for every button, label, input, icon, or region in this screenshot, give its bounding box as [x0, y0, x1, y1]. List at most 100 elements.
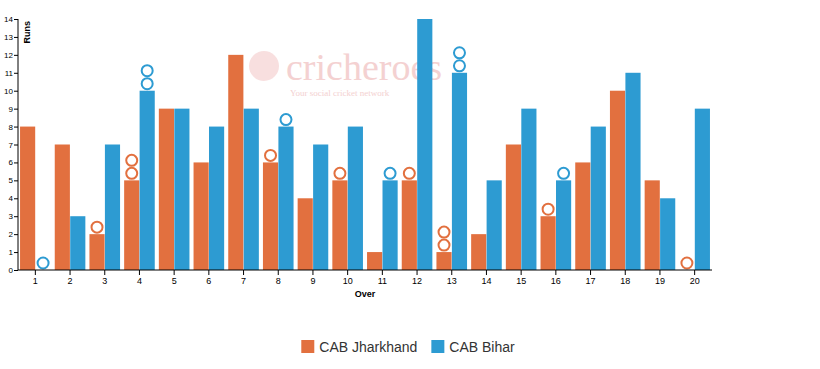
wicket-marker[interactable]	[439, 227, 450, 238]
x-tick-mark	[417, 270, 418, 275]
bar[interactable]	[124, 180, 139, 270]
wicket-marker[interactable]	[280, 114, 291, 125]
bar[interactable]	[209, 127, 224, 270]
bar[interactable]	[471, 234, 486, 270]
bar[interactable]	[521, 109, 536, 270]
bar[interactable]	[452, 73, 467, 270]
wicket-marker[interactable]	[543, 204, 554, 215]
x-tick-label: 4	[137, 276, 142, 286]
x-tick: 3	[102, 270, 107, 286]
bar[interactable]	[695, 109, 710, 270]
bar[interactable]	[417, 19, 432, 270]
y-tick: 4	[9, 194, 18, 203]
bar[interactable]	[645, 180, 660, 270]
bar[interactable]	[625, 73, 640, 270]
wicket-marker[interactable]	[385, 168, 396, 179]
bar[interactable]	[140, 91, 155, 270]
x-tick: 19	[655, 270, 665, 286]
bar[interactable]	[436, 252, 451, 270]
x-tick-label: 19	[655, 276, 665, 286]
bar[interactable]	[506, 145, 521, 271]
x-tick-mark	[521, 270, 522, 275]
wicket-marker[interactable]	[558, 168, 569, 179]
x-tick: 5	[172, 270, 177, 286]
x-tick-mark	[659, 270, 660, 275]
x-axis: 1234567891011121314151617181920	[18, 270, 712, 286]
y-tick-mark	[14, 37, 18, 38]
bar[interactable]	[55, 145, 70, 271]
x-tick: 17	[586, 270, 596, 286]
x-tick-mark	[625, 270, 626, 275]
bar[interactable]	[244, 109, 259, 270]
bar[interactable]	[591, 127, 606, 270]
bar[interactable]	[575, 162, 590, 270]
x-tick-mark	[278, 270, 279, 275]
bar[interactable]	[20, 127, 35, 270]
legend-item[interactable]: CAB Jharkhand	[301, 339, 417, 355]
wicket-marker[interactable]	[454, 47, 465, 58]
x-tick-mark	[347, 270, 348, 275]
x-tick-mark	[694, 270, 695, 275]
bar[interactable]	[610, 91, 625, 270]
bar[interactable]	[660, 198, 675, 270]
bar[interactable]	[383, 180, 398, 270]
bar[interactable]	[487, 180, 502, 270]
bar[interactable]	[105, 145, 120, 271]
bar[interactable]	[332, 180, 347, 270]
y-tick-label: 14	[4, 15, 13, 24]
x-tick-mark	[382, 270, 383, 275]
x-tick-label: 17	[586, 276, 596, 286]
wicket-marker[interactable]	[142, 78, 153, 89]
y-tick-mark	[14, 109, 18, 110]
bar[interactable]	[263, 162, 278, 270]
wicket-marker[interactable]	[38, 258, 49, 269]
y-tick-label: 9	[9, 105, 14, 114]
x-tick-label: 12	[412, 276, 422, 286]
x-tick: 8	[276, 270, 281, 286]
bar[interactable]	[348, 127, 363, 270]
wicket-marker[interactable]	[454, 60, 465, 71]
legend-item[interactable]: CAB Bihar	[431, 339, 515, 355]
x-tick: 4	[137, 270, 142, 286]
y-tick-mark	[14, 198, 18, 199]
bar[interactable]	[541, 216, 556, 270]
y-tick: 3	[9, 212, 18, 221]
x-tick-label: 10	[343, 276, 353, 286]
bar[interactable]	[174, 109, 189, 270]
legend-label: CAB Bihar	[449, 339, 515, 355]
x-tick: 12	[412, 270, 422, 286]
y-axis-title: Runs	[22, 21, 32, 44]
bar[interactable]	[278, 127, 293, 270]
wicket-marker[interactable]	[334, 168, 345, 179]
wicket-marker[interactable]	[92, 222, 103, 233]
wicket-marker[interactable]	[681, 258, 692, 269]
bar[interactable]	[70, 216, 85, 270]
bar[interactable]	[298, 198, 313, 270]
y-tick-mark	[14, 216, 18, 217]
bar[interactable]	[313, 145, 328, 271]
legend: CAB Jharkhand CAB Bihar	[301, 339, 515, 355]
bar[interactable]	[228, 55, 243, 270]
bar[interactable]	[367, 252, 382, 270]
y-tick: 12	[4, 51, 18, 60]
x-tick-label: 1	[33, 276, 38, 286]
y-tick-mark	[14, 55, 18, 56]
chart: cricheroesYour social cricket network123…	[0, 0, 820, 369]
wicket-marker[interactable]	[265, 150, 276, 161]
bar[interactable]	[89, 234, 104, 270]
bar[interactable]	[159, 109, 174, 270]
wicket-marker[interactable]	[126, 155, 137, 166]
wicket-marker[interactable]	[142, 65, 153, 76]
y-tick-label: 5	[9, 176, 14, 185]
wicket-marker[interactable]	[126, 168, 137, 179]
bar[interactable]	[402, 180, 417, 270]
y-tick: 0	[9, 266, 18, 275]
wicket-marker[interactable]	[439, 240, 450, 251]
bar[interactable]	[194, 162, 209, 270]
y-tick: 14	[4, 15, 18, 24]
legend-swatch	[301, 340, 314, 353]
bar[interactable]	[556, 180, 571, 270]
x-tick: 10	[343, 270, 353, 286]
wicket-marker[interactable]	[404, 168, 415, 179]
y-tick-mark	[14, 127, 18, 128]
